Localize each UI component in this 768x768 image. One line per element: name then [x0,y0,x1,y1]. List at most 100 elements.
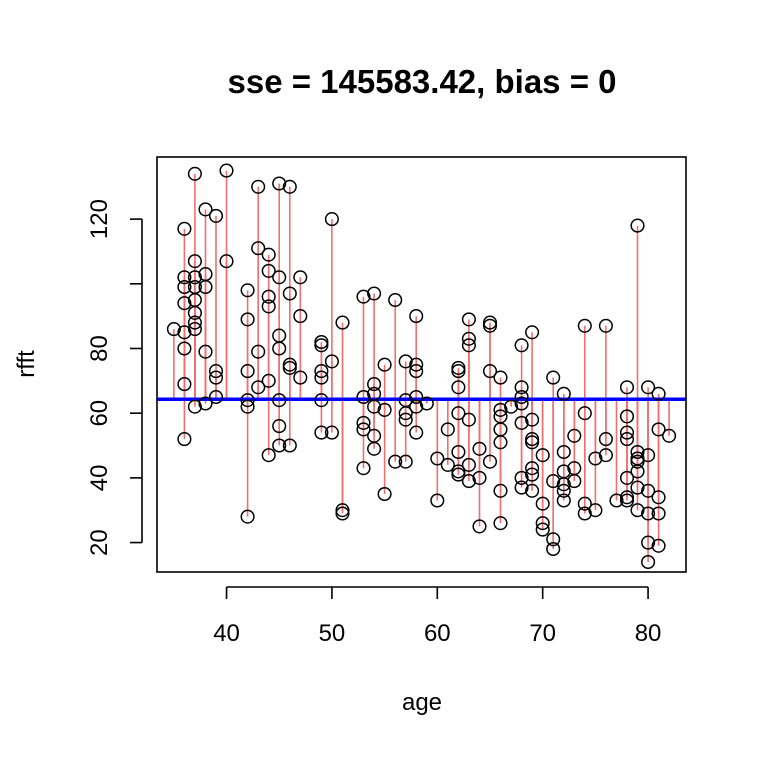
data-point [598,318,613,333]
data-point [314,364,329,379]
data-point [324,425,339,440]
data-point [177,432,192,447]
data-point [367,286,382,301]
data-point [272,176,287,191]
data-point [314,334,329,350]
data-point [461,312,476,327]
data-point [567,428,582,443]
data-point [187,315,202,330]
data-point [662,428,677,443]
x-tick-label: 80 [635,620,662,647]
data-point [208,370,224,385]
data-point [240,283,255,298]
data-point [219,163,234,178]
data-point [651,490,666,505]
plot-area [157,163,686,570]
data-point [493,370,508,385]
data-point [598,448,613,463]
data-point [556,477,571,492]
data-point [461,338,476,353]
data-point [388,454,403,469]
data-point [272,419,287,434]
data-point [282,357,297,372]
data-point [577,506,592,521]
data-point [504,399,519,414]
data-point [293,370,308,385]
data-point [377,486,392,502]
data-point [251,380,266,395]
data-point [272,270,287,285]
data-point [208,389,224,405]
data-point [324,212,339,227]
data-point [261,247,276,262]
data-point [187,305,202,320]
data-point [493,435,508,450]
data-point [282,438,297,453]
data-point [514,338,529,353]
data-point [419,396,434,411]
data-point [451,364,466,379]
y-tick-label: 40 [86,465,113,492]
data-point [409,389,424,405]
data-point [451,444,466,460]
data-point [567,474,582,489]
data-point [525,467,540,482]
data-point [461,412,476,427]
data-point [409,399,424,414]
data-point [261,448,276,463]
data-point [525,432,540,447]
data-point [535,522,550,537]
data-point [525,325,540,340]
data-point [472,441,487,456]
data-point [177,377,192,392]
y-axis: 20 40 60 80 120 [86,199,143,556]
data-point [651,422,666,437]
data-point [261,299,276,314]
data-point [314,425,329,440]
data-point [208,364,224,379]
data-point [619,490,635,505]
data-point [367,399,382,414]
data-point [398,412,413,427]
data-point [546,474,561,489]
data-point [546,541,561,557]
data-point [525,412,540,427]
data-point [272,393,287,408]
data-point [556,493,571,508]
data-point [356,461,371,476]
data-point [240,399,255,414]
data-point [641,483,656,498]
data-point [240,393,255,408]
y-axis-label: rfft [13,350,40,378]
data-point [187,270,202,285]
data-point [451,360,466,375]
data-point [525,461,540,476]
data-point [493,483,508,498]
data-point [240,364,255,379]
data-point [514,415,529,430]
data-point [546,532,561,547]
x-tick-label: 70 [529,620,556,647]
data-point [619,380,635,395]
data-point [335,503,350,518]
data-point [356,415,371,430]
data-point [630,444,645,460]
data-point [556,483,571,498]
data-point [430,451,445,466]
data-point [472,519,487,534]
data-point [525,483,540,498]
data-point [535,516,550,531]
data-point [514,396,529,411]
data-point [198,396,213,411]
data-point [514,380,529,395]
data-point [240,509,255,524]
data-point [187,399,202,414]
data-point [293,309,308,324]
data-point [377,402,392,417]
data-point [641,554,656,570]
data-point [440,457,455,472]
data-point [630,454,645,469]
data-point [577,406,592,421]
data-point [619,432,635,447]
data-point [272,438,287,453]
